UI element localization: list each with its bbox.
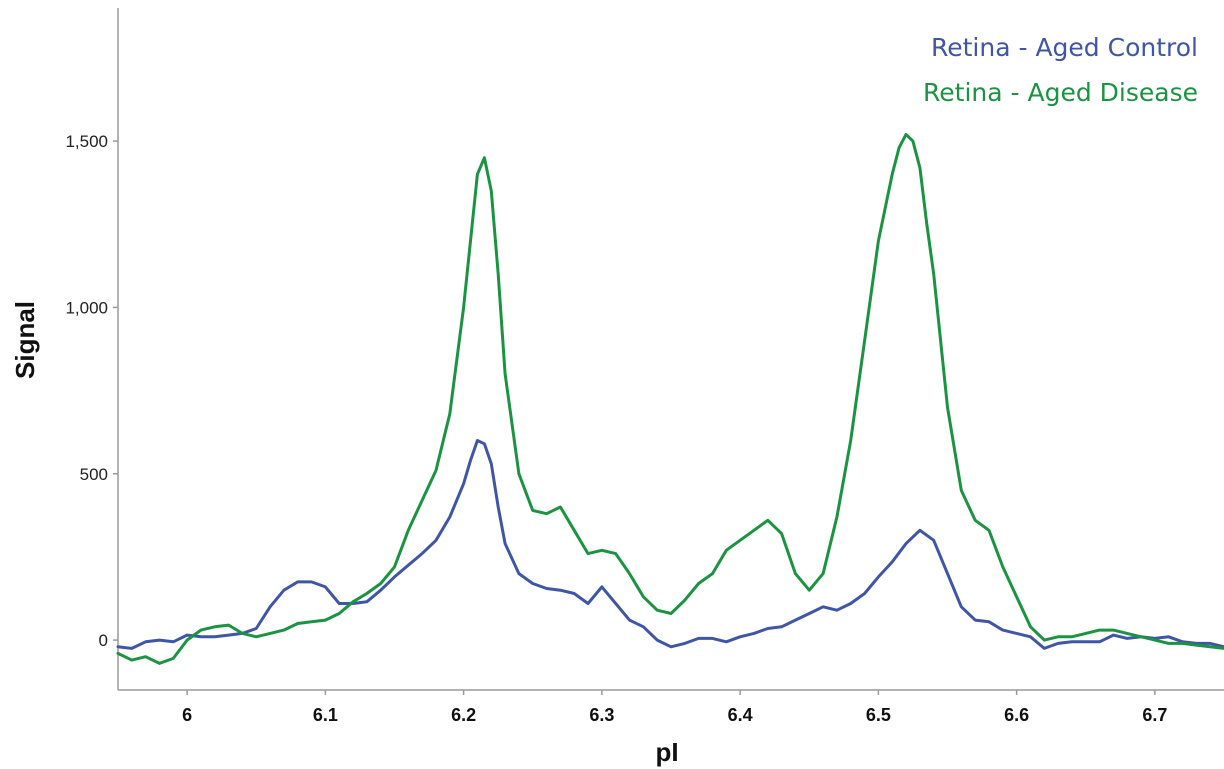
y-tick-label: 1,000 [65, 298, 108, 317]
x-tick-label: 6.6 [1004, 705, 1029, 725]
y-tick-label: 0 [99, 631, 108, 650]
x-tick-label: 6 [182, 705, 192, 725]
legend: Retina - Aged Control Retina - Aged Dise… [923, 33, 1198, 107]
x-axis-title: pI [655, 737, 678, 767]
x-tick-label: 6.1 [313, 705, 338, 725]
x-tick-label: 6.4 [728, 705, 753, 725]
legend-entry-aged-control: Retina - Aged Control [931, 33, 1198, 62]
y-ticks: 0 500 1,000 1,500 [65, 132, 118, 650]
series-line-aged-disease [116, 132, 1224, 665]
y-tick-label: 1,500 [65, 132, 108, 151]
axes [117, 8, 1224, 691]
legend-entry-aged-disease: Retina - Aged Disease [923, 78, 1198, 107]
x-ticks: 6 6.1 6.2 6.3 6.4 6.5 6.6 6.7 [182, 690, 1167, 725]
series-line-aged-control [116, 439, 1224, 650]
y-tick-label: 500 [80, 465, 108, 484]
y-axis-title: Signal [10, 301, 40, 379]
series-lines [116, 132, 1224, 665]
x-tick-label: 6.5 [866, 705, 891, 725]
x-tick-label: 6.7 [1142, 705, 1167, 725]
x-tick-label: 6.2 [451, 705, 476, 725]
x-tick-label: 6.3 [589, 705, 614, 725]
